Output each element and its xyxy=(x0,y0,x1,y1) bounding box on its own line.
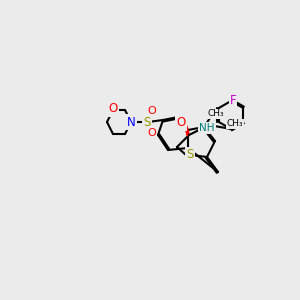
Text: S: S xyxy=(143,116,151,128)
Text: F: F xyxy=(230,94,236,107)
Text: O: O xyxy=(148,106,156,116)
Text: O: O xyxy=(108,103,118,116)
Text: NH: NH xyxy=(199,123,215,133)
Text: O: O xyxy=(176,116,186,130)
Text: O: O xyxy=(148,128,156,138)
Text: CH₃: CH₃ xyxy=(208,110,224,118)
Text: CH₃: CH₃ xyxy=(227,119,243,128)
Text: S: S xyxy=(186,148,194,161)
Text: N: N xyxy=(127,116,135,128)
